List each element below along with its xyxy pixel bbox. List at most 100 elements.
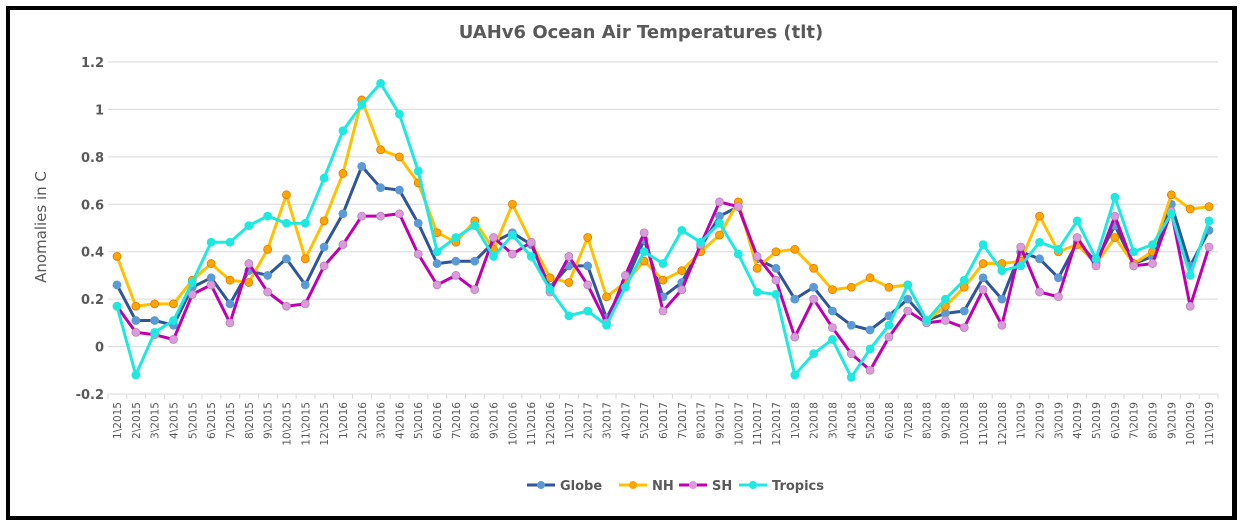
data-point [470,285,480,295]
data-point [959,275,969,285]
data-point [715,230,724,240]
data-point [244,259,254,268]
data-point [1053,273,1063,283]
legend-label: Tropics [772,479,824,494]
data-point [1072,233,1082,242]
data-point [941,294,950,304]
x-tick-label: 8\2017 [696,402,708,439]
data-point [1166,209,1176,219]
data-point [319,216,329,226]
data-point [300,299,310,309]
x-tick-label: 9\2015 [263,402,275,439]
data-point [846,282,856,292]
x-tick-label: 12\2018 [997,402,1009,446]
x-tick-label: 11\2017 [752,402,764,446]
data-point [451,256,461,266]
data-point [978,285,988,295]
data-point [941,316,950,325]
data-point [395,209,404,219]
data-point [1204,202,1214,212]
data-point [1072,216,1082,226]
x-tick-label: 2\2017 [583,402,595,439]
x-tick-label: 5\2017 [639,402,651,439]
legend-swatch-marker [749,481,757,489]
data-point [319,173,329,183]
data-point [545,285,555,295]
data-point [282,254,291,264]
x-tick-label: 5\2015 [187,402,199,439]
legend-label: SH [712,479,732,494]
x-tick-label: 5\2019 [1091,402,1103,439]
data-point [1053,292,1063,302]
data-point [357,211,367,221]
data-point [112,280,122,290]
data-point [169,316,178,325]
x-tick-label: 6\2019 [1110,402,1122,439]
data-point [507,230,517,240]
data-point [583,261,593,271]
series-line [115,98,1210,322]
data-point [131,301,141,311]
data-point [865,344,875,354]
data-point [846,372,856,382]
y-tick-label: 0.8 [81,151,104,166]
data-point [282,190,291,200]
data-point [187,278,197,287]
data-point [997,266,1007,276]
data-point [771,247,781,257]
data-point [809,294,819,304]
data-point [150,327,160,337]
data-point [809,263,819,273]
y-tick-label: 0.2 [81,293,104,308]
data-point [959,323,969,333]
x-tick-label: 11\2016 [526,402,538,446]
data-point [884,320,894,330]
data-point [338,240,348,250]
legend-label: NH [652,479,674,494]
x-tick-label: 11\2015 [300,402,312,446]
data-point [1035,254,1044,264]
x-tick-label: 11\2019 [1204,402,1216,446]
legend-item-nh: NH [619,479,674,494]
x-tick-label: 1\2016 [338,402,350,439]
x-tick-label: 12\2015 [319,402,331,446]
x-tick-label: 5\2016 [413,402,425,439]
x-tick-label: 10\2016 [507,402,519,446]
data-point [583,280,593,290]
data-point [1035,287,1044,297]
data-point [338,209,348,219]
data-point [470,221,480,231]
data-point [828,323,837,333]
legend-swatch-marker [689,481,697,489]
data-point [206,259,216,268]
data-point [865,365,875,375]
x-tick-label: 7\2018 [903,402,915,439]
data-point [884,282,894,292]
data-point [150,299,160,309]
data-point [1053,244,1063,254]
data-point [131,370,141,380]
data-point [733,202,743,212]
data-point [300,254,310,264]
data-point [263,211,273,221]
data-point [131,327,141,337]
x-tick-label: 2\2015 [131,402,143,439]
data-point [922,316,931,325]
data-point [470,256,480,266]
x-tick-label: 8\2015 [244,402,256,439]
data-point [752,263,762,273]
data-point [150,316,160,325]
legend-item-tropics: Tropics [739,479,824,494]
data-point [338,169,348,178]
data-point [1035,237,1044,247]
x-tick-label: 12\2017 [771,402,783,446]
x-tick-label: 2\2019 [1035,402,1047,439]
legend-label: Globe [560,479,602,494]
data-point [809,282,819,292]
data-point [1204,242,1214,252]
x-tick-label: 10\2015 [281,402,293,446]
x-tick-label: 4\2017 [620,402,632,439]
data-point [677,285,687,295]
data-point [225,299,235,309]
data-point [1185,271,1195,280]
